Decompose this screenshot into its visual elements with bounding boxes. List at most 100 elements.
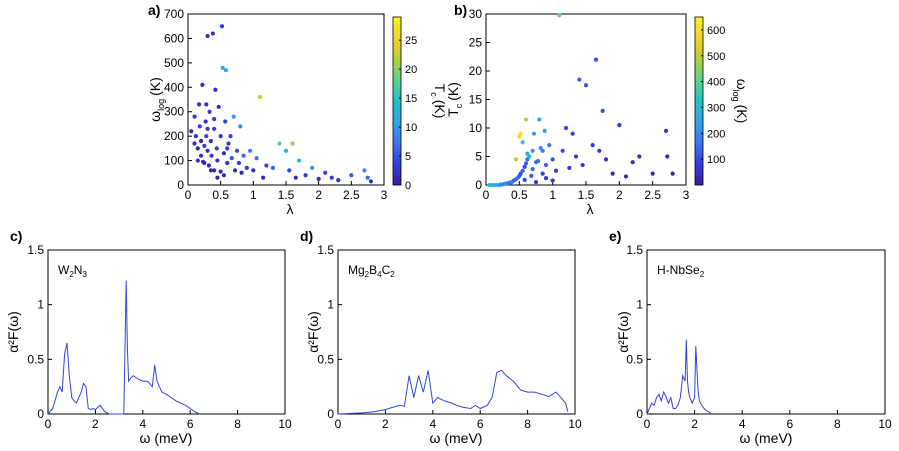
data-point [600,108,605,113]
x-tick-label: 1 [549,188,556,202]
y-tick-label: 300 [164,105,184,119]
data-point [204,102,209,107]
data-point [553,168,559,173]
x-tick-label: 3 [381,188,388,202]
x-tick-label: 0.5 [212,188,229,202]
data-point [535,158,541,164]
data-point [226,141,231,146]
data-point [329,175,334,180]
x-axis-label: λ [587,201,594,217]
x-tick-label: 2 [691,417,698,431]
panel-e: 0 2 4 6 8 10 0 0.5 1 1.5 e) ω (meV) α²F(ω) H-NbSe2 [609,228,892,446]
colorbar-tick-label: 200 [707,128,725,140]
data-point [530,166,535,172]
x-axis-label: ω (meV) [740,430,793,446]
x-tick-label: 0 [644,417,651,431]
panel-c: 0 2 4 6 8 10 0 0.5 1 1.5 c) ω (meV) α²F(ω) W2N3 [5,228,292,446]
colorbar-tick-label: 15 [405,93,417,105]
y-tick-label: 100 [164,154,184,168]
data-point [665,154,670,159]
data-point [537,117,542,122]
data-point [198,138,204,144]
x-tick-label: 3 [683,188,690,202]
data-point [228,134,233,139]
y-tick-label: 700 [164,7,184,21]
data-point [513,157,519,162]
data-point [202,143,207,149]
plot-frame [337,249,576,415]
data-point [533,180,539,185]
data-point [610,171,615,176]
y-tick-label: 1 [327,298,334,312]
data-point [583,83,589,88]
data-point [529,173,534,178]
series-line [337,369,569,415]
y-tick-label: 500 [164,56,184,70]
data-point [223,119,228,124]
y-tick-label: 0 [177,178,184,192]
panel-label: d) [300,228,313,244]
data-point [316,176,321,181]
data-point [205,148,210,153]
data-point [210,31,215,36]
data-point [296,158,302,163]
y-axis-label: ωlog(K) [147,77,166,122]
colorbar-tick-label: 0 [405,180,411,192]
data-point [637,154,642,159]
y-tick-label: 25 [469,36,483,50]
colorbar [392,16,402,186]
y-tick-label: 1.5 [27,243,44,257]
data-point [208,138,213,144]
data-point [563,125,569,131]
data-point [303,173,308,178]
y-tick-label: 20 [469,64,483,78]
colorbar-tick-label: 500 [707,51,725,63]
data-point [244,165,249,170]
y-tick-label: 400 [164,80,184,94]
data-point [527,154,532,159]
data-point [209,153,214,158]
data-point [239,170,244,175]
data-point [293,175,298,180]
data-point [523,161,529,166]
colorbar-tick-label: 20 [405,64,417,76]
y-tick-label: 15 [469,93,483,107]
data-point [189,129,194,134]
data-point [236,160,242,166]
y-tick-label: 1 [37,298,44,312]
x-axis-label: ω (meV) [140,430,193,446]
data-point [214,146,219,151]
data-point [204,134,209,139]
panel-label: c) [10,228,22,244]
colorbar-tick-label: 25 [405,35,417,47]
data-point [650,171,655,176]
inset-label: Mg2B4C2 [348,263,395,279]
x-tick-label: 1.5 [578,188,595,202]
y-tick-label: 0.5 [317,352,334,366]
data-point [490,182,495,188]
panel-label: b) [454,2,467,18]
data-point [221,173,227,178]
data-point [543,162,549,168]
panel-label: a) [148,2,160,18]
data-point [290,141,295,146]
data-point [198,153,204,158]
data-point [221,151,227,156]
data-point [212,126,217,131]
y-tick-label: 1 [636,298,643,312]
data-point [213,87,218,92]
plot-frame [47,249,286,415]
data-point [540,171,545,176]
data-point [518,131,523,136]
y-tick-label: 1.5 [317,243,334,257]
data-point [203,119,208,124]
x-axis-label: ω (meV) [430,430,483,446]
x-tick-label: 2 [382,417,389,431]
x-tick-label: 0.5 [511,188,528,202]
data-point [234,148,240,153]
data-point [241,153,246,158]
data-point [195,146,200,151]
data-point [254,156,259,161]
data-point [264,163,269,168]
